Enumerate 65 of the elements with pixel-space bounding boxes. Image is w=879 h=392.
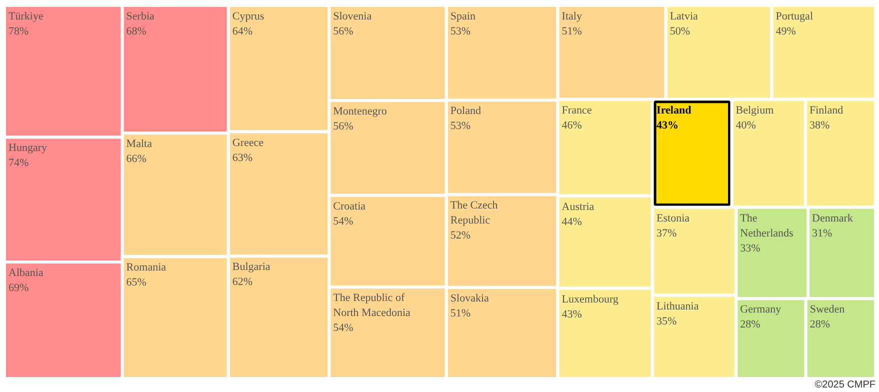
data-label: 43%	[562, 308, 582, 320]
category-label: Slovakia	[450, 292, 490, 304]
category-label: Belgium	[736, 104, 774, 116]
category-label: Estonia	[656, 212, 690, 224]
data-label: 40%	[736, 119, 756, 132]
data-label: 74%	[8, 157, 29, 170]
data-label: 37%	[656, 227, 677, 240]
category-label: Latvia	[670, 10, 698, 22]
category-label: The Republic of North Macedonia	[333, 292, 411, 319]
data-label: 53%	[450, 26, 471, 38]
data-label: 56%	[333, 120, 354, 132]
category-label: Denmark	[812, 212, 854, 224]
category-label: The Czech Republic	[450, 200, 498, 227]
category-label: Serbia	[126, 10, 155, 22]
category-label: Albania	[8, 267, 44, 280]
category-label: Cyprus	[232, 10, 264, 22]
data-label: 49%	[776, 26, 796, 38]
data-label: 50%	[670, 26, 690, 38]
category-label: Germany	[740, 304, 782, 316]
category-label: Italy	[562, 10, 582, 22]
text: ©2025 CMPF	[814, 380, 876, 390]
category-label: Luxembourg	[562, 293, 619, 306]
data-label: 66%	[126, 152, 146, 165]
data-label: 64%	[232, 26, 253, 38]
data-label: 53%	[450, 120, 471, 132]
category-label: Hungary	[8, 142, 48, 154]
category-label: Greece	[232, 136, 264, 149]
category-label: Austria	[562, 200, 594, 213]
category-label: Ireland	[656, 104, 692, 116]
data-label: 62%	[232, 276, 253, 288]
data-label: 78%	[8, 26, 29, 38]
category-label: The Netherlands	[740, 212, 794, 240]
data-label: 69%	[8, 282, 29, 294]
data-label: 33%	[740, 242, 760, 254]
data-label: 44%	[562, 216, 582, 228]
data-label: 63%	[232, 152, 253, 164]
data-label: 28%	[810, 318, 830, 331]
data-label: 46%	[562, 119, 582, 132]
data-label: 28%	[740, 318, 760, 331]
data-label: 56%	[333, 26, 354, 38]
data-label: 51%	[562, 26, 582, 38]
category-label: Lithuania	[656, 300, 699, 312]
data-label: 38%	[809, 119, 830, 132]
category-label: Sweden	[810, 304, 846, 316]
category-label: Montenegro	[333, 105, 388, 118]
category-label: Poland	[450, 105, 482, 118]
data-label: 52%	[450, 230, 471, 242]
category-label: Malta	[126, 138, 152, 150]
data-label: 65%	[126, 276, 146, 289]
category-label: Croatia	[333, 200, 366, 212]
data-label: 51%	[450, 307, 471, 320]
category-label: Bulgaria	[232, 261, 270, 274]
data-label: 54%	[333, 215, 354, 228]
category-label: Türkiye	[8, 10, 44, 22]
category-label: Portugal	[776, 10, 813, 22]
category-label: Slovenia	[333, 10, 372, 22]
data-label: 54%	[333, 322, 354, 334]
data-label: 68%	[126, 26, 146, 38]
category-label: Spain	[450, 10, 476, 22]
category-label: Finland	[809, 104, 844, 116]
data-label: 35%	[656, 315, 677, 328]
category-label: France	[562, 104, 592, 116]
data-label: 31%	[812, 227, 832, 240]
category-label: Romania	[126, 262, 166, 274]
data-label: 43%	[656, 119, 679, 132]
